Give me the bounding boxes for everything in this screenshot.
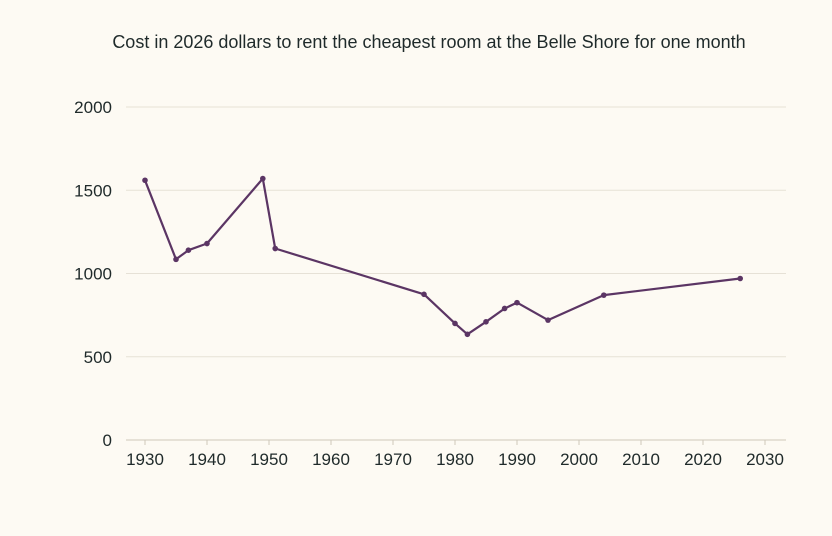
x-tick-label-2020: 2020 (684, 450, 722, 469)
data-point-1975 (421, 291, 427, 298)
data-point-1930 (142, 177, 148, 184)
x-tick-label-1930: 1930 (126, 450, 164, 469)
y-tick-label-500: 500 (84, 348, 112, 367)
data-point-1937 (185, 247, 192, 253)
data-point-1935 (173, 256, 179, 263)
data-point-2026 (737, 275, 743, 282)
data-point-1988 (501, 305, 508, 312)
x-tick-label-1940: 1940 (188, 450, 226, 469)
x-tick-label-1960: 1960 (312, 450, 350, 469)
x-tick-label-1950: 1950 (250, 450, 288, 469)
data-point-1951 (272, 245, 279, 252)
x-tick-label-2010: 2010 (622, 450, 660, 469)
x-tick-label-1990: 1990 (498, 450, 536, 469)
data-point-1995 (545, 317, 551, 323)
chart-title: Cost in 2026 dollars to rent the cheapes… (112, 32, 746, 52)
data-point-1949 (260, 175, 266, 182)
x-tick-label-1980: 1980 (436, 450, 474, 469)
data-point-2004 (601, 292, 607, 298)
y-tick-label-1000: 1000 (74, 265, 112, 284)
x-tick-label-2000: 2000 (560, 450, 598, 469)
y-tick-label-2000: 2000 (74, 98, 112, 117)
data-point-1940 (204, 240, 210, 247)
data-point-1985 (483, 318, 489, 325)
data-point-1990 (514, 299, 520, 306)
data-point-1980 (452, 320, 458, 327)
x-tick-label-1970: 1970 (374, 450, 412, 469)
data-point-1982 (464, 331, 471, 338)
series-line-0 (143, 177, 741, 336)
y-tick-label-1500: 1500 (74, 181, 112, 200)
x-tick-label-2030: 2030 (746, 450, 784, 469)
y-tick-label-0: 0 (103, 431, 112, 450)
